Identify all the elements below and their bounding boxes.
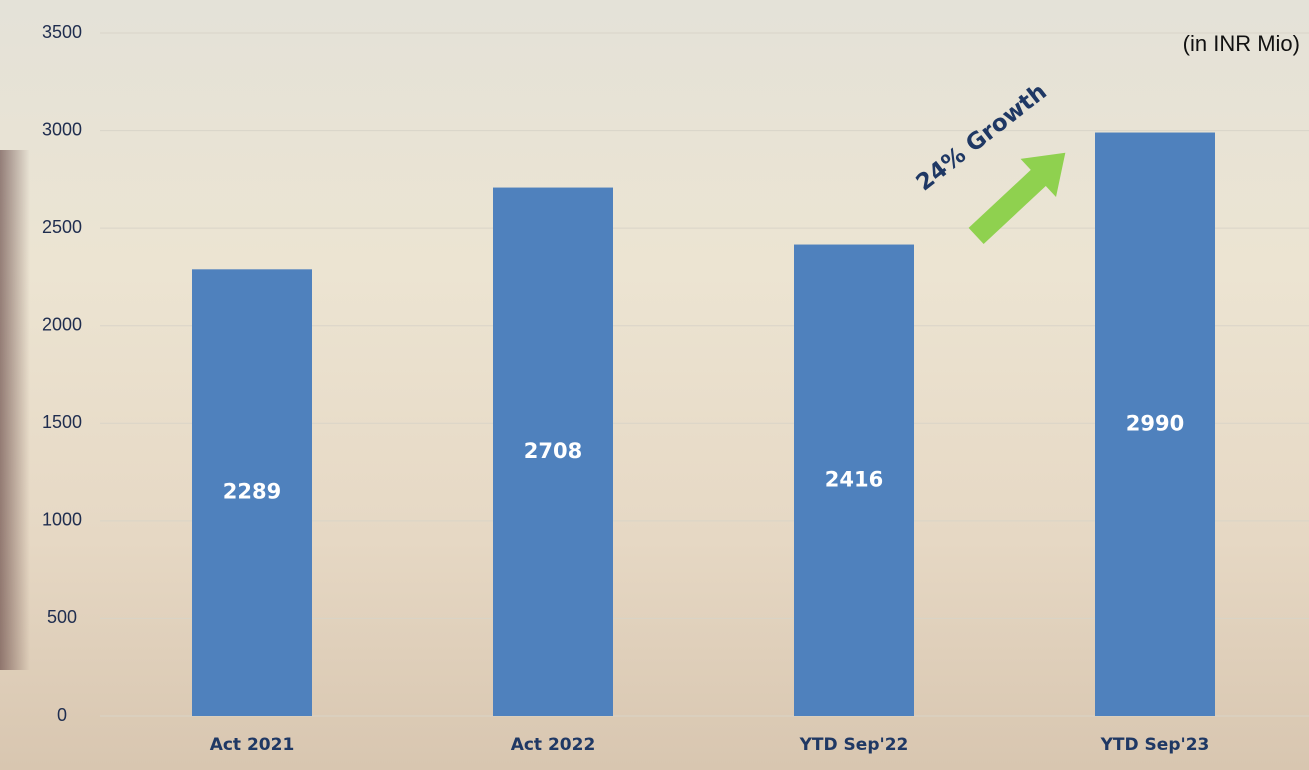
value-label: 2289: [223, 480, 281, 504]
y-tick-label: 500: [47, 607, 77, 627]
x-tick-label: Act 2021: [210, 735, 295, 755]
y-tick-label: 2500: [42, 217, 82, 237]
background-edge: [0, 150, 30, 670]
value-label: 2416: [825, 467, 883, 491]
unit-note: (in INR Mio): [1183, 31, 1300, 56]
value-label: 2990: [1126, 411, 1184, 435]
value-label: 2708: [524, 439, 582, 463]
x-tick-label: YTD Sep'23: [1100, 735, 1210, 755]
y-tick-label: 1000: [42, 510, 82, 530]
y-tick-label: 1500: [42, 412, 82, 432]
y-tick-label: 3500: [42, 22, 82, 42]
y-tick-label: 2000: [42, 314, 82, 334]
y-tick-label: 0: [57, 705, 67, 725]
chart: 0 500 1000 1500 2000 2500 3000 3500 Act 2021 2289…: [0, 0, 1309, 770]
x-tick-label: YTD Sep'22: [799, 735, 909, 755]
page: 0 500 1000 1500 2000 2500 3000 3500 Act 2021 2289…: [0, 0, 1309, 770]
y-tick-label: 3000: [42, 119, 82, 139]
x-tick-label: Act 2022: [511, 735, 596, 755]
